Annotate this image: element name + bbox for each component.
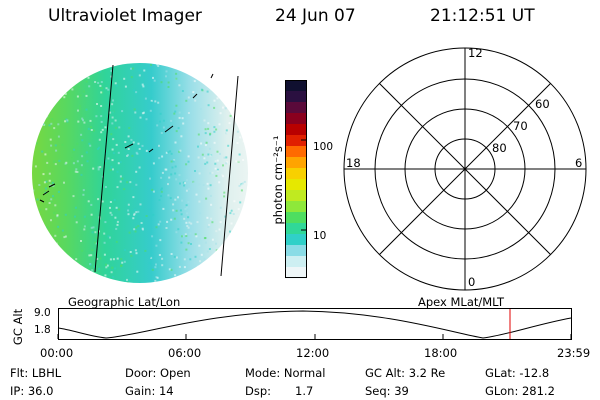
mlat-label-80: 80 xyxy=(492,141,507,155)
seq-status: Seq: 39 xyxy=(365,384,409,398)
colorbar-frame xyxy=(285,80,307,278)
colorbar-swatch xyxy=(285,234,307,246)
colorbar-swatch xyxy=(285,113,307,125)
observation-date: 24 Jun 07 xyxy=(275,6,356,26)
color-bar xyxy=(285,80,307,279)
colorbar-swatch xyxy=(285,201,307,213)
colorbar-swatch xyxy=(285,135,307,147)
colorbar-swatch xyxy=(285,124,307,136)
mlt-label-0: 0 xyxy=(468,275,476,289)
gc-alt-status: GC Alt: 3.2 Re xyxy=(365,366,446,380)
colorbar-tick-10: 10 xyxy=(313,230,327,242)
colorbar-swatch xyxy=(285,223,307,235)
time-tick-1800: 18:00 xyxy=(424,346,458,360)
colorbar-swatch xyxy=(285,179,307,191)
mlt-label-6: 6 xyxy=(575,156,583,170)
instrument-title: Ultraviolet Imager xyxy=(48,6,202,26)
mode-status: Mode: Normal xyxy=(245,366,326,380)
colorbar-swatch xyxy=(285,212,307,224)
dsp-value: 1.7 xyxy=(295,384,314,398)
time-tick-0600: 06:00 xyxy=(168,346,202,360)
colorbar-swatch xyxy=(285,91,307,103)
colorbar-tick-100: 100 xyxy=(313,141,334,153)
door-status: Door: Open xyxy=(125,366,191,380)
colorbar-swatch xyxy=(285,267,307,279)
polar-grid xyxy=(343,47,587,291)
polar-axis-diagonal xyxy=(379,83,551,255)
time-tick-1200: 12:00 xyxy=(296,346,330,360)
colorbar-swatch xyxy=(285,80,307,92)
gain-status: Gain: 14 xyxy=(125,384,174,398)
mlt-label-12: 12 xyxy=(468,46,483,60)
uv-image xyxy=(32,63,248,283)
glat-status: GLat: -12.8 xyxy=(485,366,550,380)
time-tick-0000: 00:00 xyxy=(40,346,74,360)
altitude-plot xyxy=(57,308,572,340)
colorbar-swatch xyxy=(285,256,307,268)
colorbar-swatch xyxy=(285,102,307,114)
dsp-label: Dsp: xyxy=(245,384,272,398)
filter-status: Flt: LBHL xyxy=(10,366,62,380)
terminator-line xyxy=(94,64,114,273)
uv-image-disc xyxy=(32,63,248,283)
colorbar-swatch xyxy=(285,245,307,257)
mlat-label-60: 60 xyxy=(535,97,550,111)
altitude-ytick-min: 1.8 xyxy=(34,324,51,336)
glon-status: GLon: 281.2 xyxy=(485,384,555,398)
terminator-line xyxy=(220,75,239,277)
time-tick-2359: 23:59 xyxy=(557,346,591,360)
coastline-fragments xyxy=(39,73,214,203)
colorbar-swatch xyxy=(285,146,307,158)
colorbar-swatch xyxy=(285,190,307,202)
apex-label: Apex MLat/MLT xyxy=(418,295,505,309)
colorbar-unit-label: photon cm⁻²s⁻¹ xyxy=(271,135,285,225)
altitude-ytick-max: 9.0 xyxy=(34,307,51,319)
colorbar-swatch xyxy=(285,168,307,180)
geographic-label: Geographic Lat/Lon xyxy=(68,295,181,309)
mlt-label-18: 18 xyxy=(346,156,361,170)
altitude-curve xyxy=(57,310,572,339)
observation-time: 21:12:51 UT xyxy=(430,6,535,26)
mlat-label-70: 70 xyxy=(513,119,528,133)
altitude-plot-frame xyxy=(58,308,572,340)
ip-status: IP: 36.0 xyxy=(10,384,54,398)
altitude-ylabel: GC Alt xyxy=(11,308,25,346)
colorbar-swatch xyxy=(285,157,307,169)
